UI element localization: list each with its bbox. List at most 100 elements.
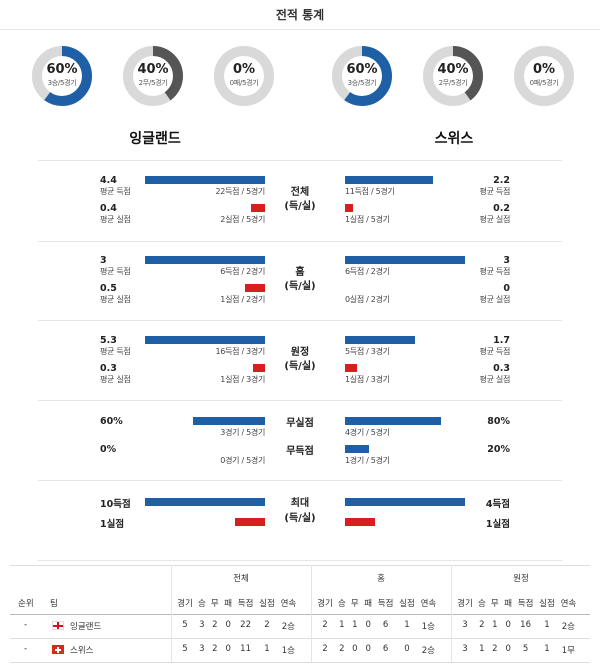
- home-max-bar: [145, 498, 265, 506]
- away-stat-caption: 6득점 / 2경기: [345, 267, 390, 276]
- home-stat-label: 평균 득점: [100, 267, 131, 276]
- away-donut-1: 60% 3승/5경기: [330, 44, 394, 108]
- category-label: 원정: [290, 347, 310, 358]
- donut-ring: [332, 46, 392, 106]
- away-max-bar: [345, 498, 465, 506]
- donut-percent: 60%: [346, 62, 378, 77]
- row-cell: 1: [264, 644, 270, 654]
- away-stat-caption: 1실점 / 5경기: [345, 215, 390, 224]
- row-team-name: 스위스: [70, 646, 94, 656]
- donut-record: 3승/5경기: [347, 79, 377, 87]
- home-stat-caption: 1실점 / 2경기: [220, 295, 265, 304]
- row-rank: -: [24, 620, 28, 630]
- section-divider: [38, 241, 562, 242]
- donut-track: [214, 46, 274, 106]
- donut-fill: [332, 46, 392, 106]
- row-cell: 2승: [421, 646, 435, 656]
- row-cell: 1: [544, 620, 550, 630]
- sub-header-2: 승: [197, 599, 206, 609]
- row-cell: 6: [382, 644, 389, 654]
- row-cell: 1: [479, 644, 485, 654]
- donut-fill: [423, 46, 483, 106]
- home-donut-2: 40% 2무/5경기: [121, 44, 185, 108]
- away-stat-bar: [345, 204, 353, 212]
- row-cell: 0: [505, 620, 511, 630]
- sub-header-7: 연속: [280, 599, 297, 609]
- donut-record: 2무/5경기: [438, 79, 468, 87]
- away-rate-value: 20%: [487, 444, 510, 455]
- row-cell: 1: [404, 620, 410, 630]
- away-stat-bar: [345, 256, 465, 264]
- sub-header-3: 무: [210, 599, 219, 609]
- home-stat-bar: [145, 256, 265, 264]
- home-stat-label: 평균 실점: [100, 375, 131, 384]
- row-cell: 0: [225, 644, 231, 654]
- donut-percent: 0%: [232, 62, 256, 77]
- sub-header-1: 경기: [457, 599, 473, 609]
- row-cell: 0: [505, 644, 511, 654]
- home-stat-caption: 16득점 / 3경기: [215, 347, 266, 356]
- category-label: 홈: [295, 267, 305, 278]
- home-stat-label: 평균 실점: [100, 295, 131, 304]
- donut-fill: [32, 46, 92, 106]
- group-divider: [311, 565, 312, 662]
- group-divider: [451, 565, 452, 662]
- row-cell: 0: [365, 644, 371, 654]
- row-cell: 2: [212, 620, 218, 630]
- section-divider: [38, 320, 562, 321]
- sub-header-5: 득점: [517, 599, 534, 609]
- away-stat-caption: 0실점 / 2경기: [345, 295, 390, 304]
- england-flag-icon: [52, 621, 64, 630]
- away-team-name: 스위스: [434, 131, 474, 147]
- column-rank: 순위: [18, 599, 34, 609]
- group-header: 원정: [513, 574, 529, 584]
- category-sub-label: (득/실): [284, 281, 316, 292]
- home-rate-caption: 0경기 / 5경기: [220, 456, 265, 465]
- section-divider: [38, 160, 562, 161]
- row-cell: 2: [339, 644, 345, 654]
- home-max-value: 10득점: [100, 499, 131, 510]
- donut-ring: [123, 46, 183, 106]
- table-top-line: [10, 565, 590, 566]
- category-sub-label: (득/실): [284, 201, 316, 212]
- donut-percent: 0%: [532, 62, 556, 77]
- section-divider: [38, 480, 562, 481]
- away-stat-caption: 11득점 / 5경기: [345, 187, 395, 196]
- row-cell: 5: [182, 620, 188, 630]
- donut-record: 3승/5경기: [47, 79, 77, 87]
- donut-record: 2무/5경기: [138, 79, 168, 87]
- sub-header-1: 경기: [177, 599, 193, 609]
- row-cell: 0: [365, 620, 371, 630]
- home-max-bar: [235, 518, 265, 526]
- donut-ring: [514, 46, 574, 106]
- away-stat-label: 평균 득점: [479, 187, 511, 196]
- row-cell: 3: [199, 620, 205, 630]
- row-team-name: 잉글랜드: [70, 622, 102, 632]
- away-donut-3: 0% 0패/5경기: [512, 44, 576, 108]
- row-cell: 1: [492, 620, 498, 630]
- home-stat-bar: [145, 176, 265, 184]
- row-cell: 2: [492, 644, 498, 654]
- flag-cross-horizontal: [55, 648, 61, 651]
- home-rate-caption: 3경기 / 5경기: [220, 428, 265, 437]
- sub-header-7: 연속: [560, 599, 577, 609]
- away-rate-value: 80%: [487, 416, 510, 427]
- donut-record: 0패/5경기: [229, 79, 259, 87]
- sub-header-2: 승: [477, 599, 486, 609]
- sub-header-5: 득점: [237, 599, 254, 609]
- away-stat-value: 0.3: [493, 363, 510, 374]
- away-max-bar: [345, 518, 375, 526]
- home-rate-bar: [193, 417, 265, 425]
- row-cell: 2승: [281, 622, 295, 632]
- away-stat-bar: [345, 336, 415, 344]
- sub-header-6: 실점: [399, 599, 415, 609]
- sub-header-5: 득점: [377, 599, 394, 609]
- max-category-sub-label: (득/실): [284, 513, 316, 524]
- row-cell: 1승: [421, 622, 435, 632]
- row-cell: 1: [339, 620, 345, 630]
- away-stat-bar: [345, 176, 433, 184]
- sub-header-4: 패: [364, 599, 373, 609]
- away-rate-caption: 4경기 / 5경기: [345, 428, 390, 437]
- row-cell: 0: [225, 620, 231, 630]
- donut-ring: [214, 46, 274, 106]
